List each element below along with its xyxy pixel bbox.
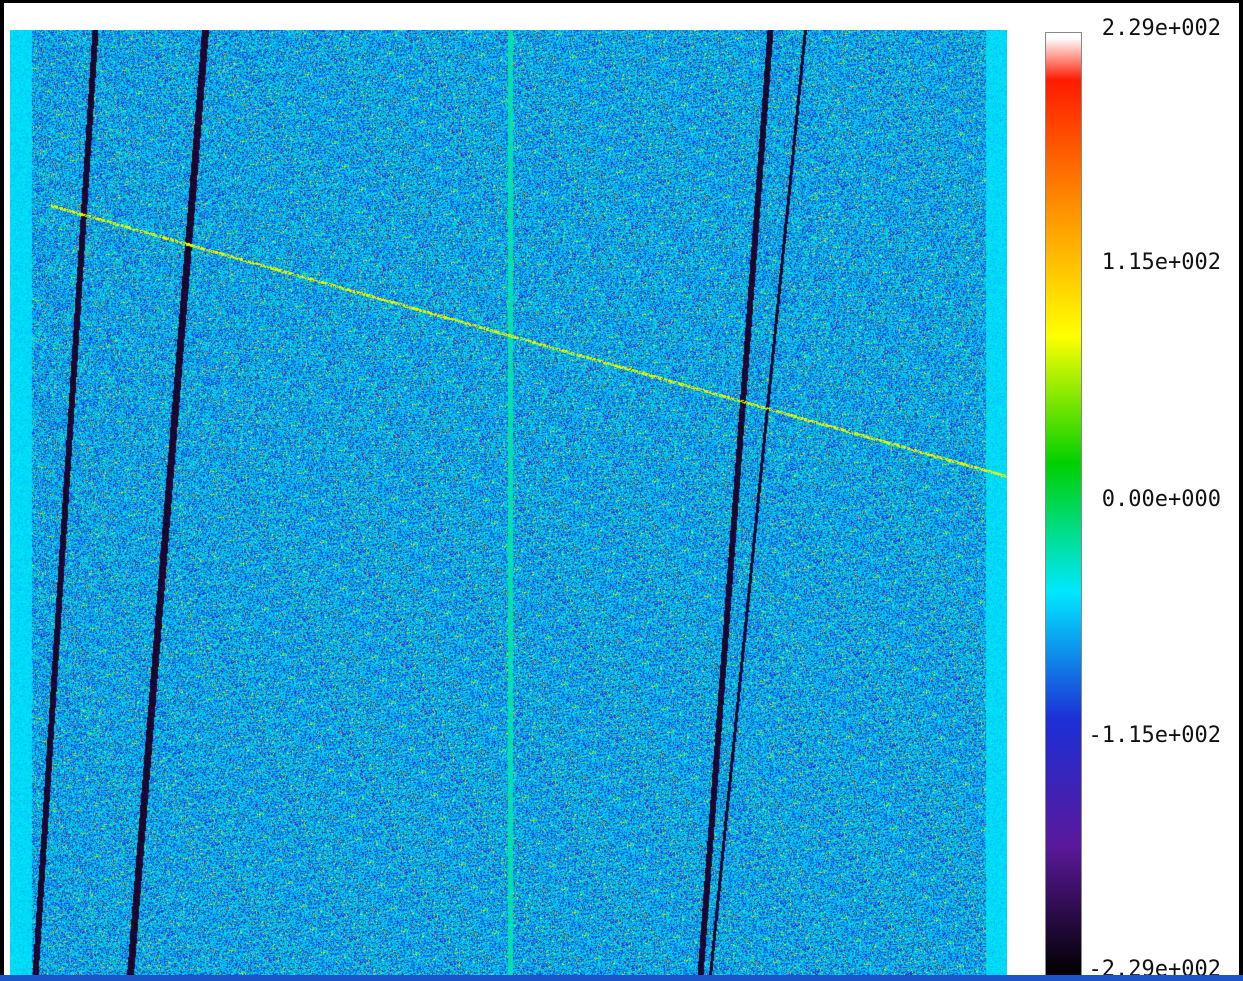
colorbar-tick-label: -2.29e+002 — [1088, 957, 1221, 976]
bottom-strip — [0, 975, 1243, 981]
colorbar-tick-label: 2.29e+002 — [1101, 16, 1221, 41]
colorbar-tick-label: -1.15e+002 — [1088, 722, 1221, 748]
colorbar — [1045, 32, 1082, 975]
heatmap-image — [10, 30, 1007, 975]
colorbar-tick-label: 0.00e+000 — [1101, 486, 1221, 512]
colorbar-tick-label: 1.15e+002 — [1101, 250, 1221, 276]
figure-frame: 2.29e+002 1.15e+002 0.00e+000 -1.15e+002… — [4, 3, 1239, 975]
heatmap-plot — [10, 30, 1007, 975]
